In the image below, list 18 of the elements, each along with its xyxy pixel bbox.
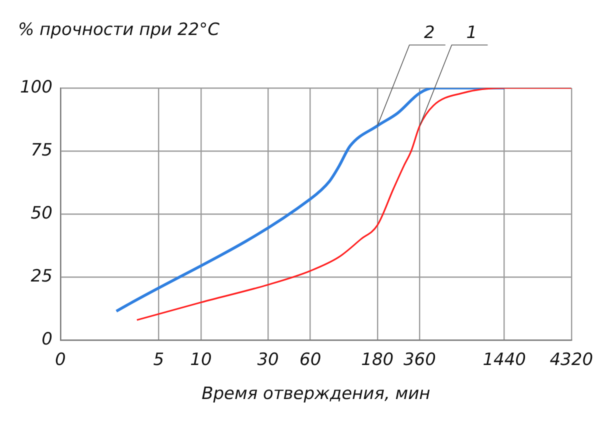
y-tick-label: 25: [30, 266, 52, 287]
y-tick-label: 0: [42, 330, 52, 350]
x-axis-title: Время отверждения, мин: [202, 384, 430, 404]
x-tick-label: 30: [257, 350, 279, 370]
x-tick-label: 10: [190, 350, 212, 370]
x-tick-label: 60: [300, 350, 322, 370]
y-tick-label: 75: [30, 140, 52, 160]
x-tick-label: 180: [361, 350, 394, 370]
x-tick-label: 5: [153, 350, 164, 370]
text: 2: [424, 22, 435, 43]
x-tick-label: 1440: [482, 350, 526, 370]
x-tick-label: 0: [55, 350, 66, 370]
y-axis-title: % прочности при 22°C: [18, 20, 220, 40]
x-tick-label: 360: [403, 350, 436, 370]
x-tick-label: 4320: [550, 350, 593, 370]
text: 1: [466, 22, 478, 43]
y-tick-label: 50: [30, 204, 52, 224]
y-tick-label: 100: [20, 77, 52, 98]
